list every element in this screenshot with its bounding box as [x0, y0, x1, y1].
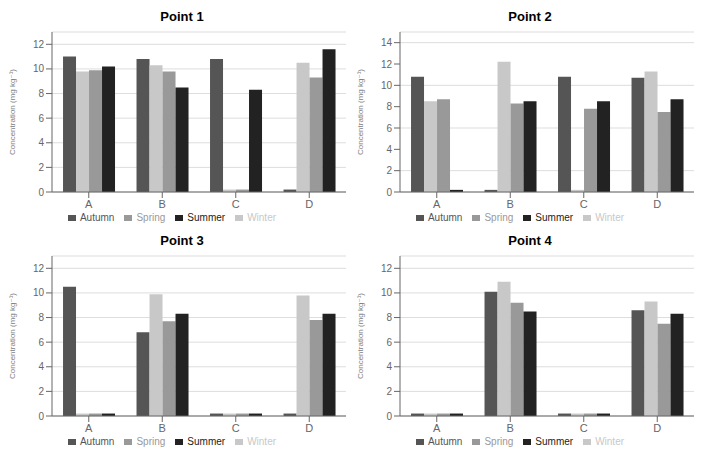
- html-text:Spring: Spring: [136, 436, 166, 447]
- svg-text:4: 4: [38, 137, 44, 148]
- svg-text:C: C: [580, 422, 588, 434]
- svg-text:A: A: [85, 422, 93, 434]
- svg-text:D: D: [653, 198, 661, 210]
- svg-text:12: 12: [33, 263, 45, 274]
- svg-text:B: B: [507, 198, 514, 210]
- html-text:Point 3: Point 3: [160, 233, 204, 248]
- html-text:Summer: Summer: [187, 436, 226, 447]
- svg-text:6: 6: [386, 337, 392, 348]
- svg-text:2: 2: [386, 386, 392, 397]
- svg-text:14: 14: [381, 37, 393, 48]
- svg-text:8: 8: [38, 88, 44, 99]
- html-text:Autumn: Autumn: [428, 436, 463, 447]
- svg-text:C: C: [580, 198, 588, 210]
- html-text:Winter: Winter: [247, 436, 276, 447]
- svg-text:Concentration (mg kg⁻¹): Concentration (mg kg⁻¹): [8, 69, 17, 155]
- html-text:Autumn: Autumn: [80, 436, 115, 447]
- svg-text:2: 2: [38, 386, 44, 397]
- svg-text:2: 2: [386, 165, 392, 176]
- svg-text:Concentration (mg kg⁻¹): Concentration (mg kg⁻¹): [8, 293, 17, 379]
- svg-text:4: 4: [38, 361, 44, 372]
- svg-text:0: 0: [38, 411, 44, 422]
- svg-text:8: 8: [386, 101, 392, 112]
- svg-text:B: B: [159, 422, 166, 434]
- svg-text:C: C: [232, 198, 240, 210]
- svg-text:6: 6: [386, 123, 392, 134]
- svg-text:0: 0: [386, 411, 392, 422]
- svg-text:8: 8: [386, 312, 392, 323]
- svg-text:Concentration (mg kg⁻¹): Concentration (mg kg⁻¹): [356, 69, 365, 155]
- svg-text:D: D: [305, 198, 313, 210]
- html-text:Spring: Spring: [484, 436, 514, 447]
- html-text:Point 4: Point 4: [508, 233, 552, 248]
- svg-text:B: B: [159, 198, 166, 210]
- svg-text:C: C: [232, 422, 240, 434]
- html-text:Winter: Winter: [595, 436, 624, 447]
- html-text:Point 1: Point 1: [160, 9, 204, 24]
- svg-text:A: A: [433, 198, 441, 210]
- html-text:Autumn: Autumn: [80, 212, 115, 223]
- svg-text:10: 10: [381, 80, 393, 91]
- svg-text:6: 6: [38, 113, 44, 124]
- svg-text:Concentration (mg kg⁻¹): Concentration (mg kg⁻¹): [356, 293, 365, 379]
- svg-text:B: B: [507, 422, 514, 434]
- svg-text:10: 10: [33, 63, 45, 74]
- svg-text:10: 10: [381, 287, 393, 298]
- svg-text:12: 12: [381, 263, 393, 274]
- svg-text:A: A: [433, 422, 441, 434]
- svg-text:D: D: [653, 422, 661, 434]
- html-text:Summer: Summer: [535, 212, 574, 223]
- html-text:Point 2: Point 2: [508, 9, 552, 24]
- html-text:Winter: Winter: [595, 212, 624, 223]
- svg-text:0: 0: [386, 187, 392, 198]
- svg-text:8: 8: [38, 312, 44, 323]
- svg-text:0: 0: [38, 187, 44, 198]
- html-text:Summer: Summer: [535, 436, 574, 447]
- html-text:Winter: Winter: [247, 212, 276, 223]
- svg-text:12: 12: [381, 59, 393, 70]
- svg-text:4: 4: [386, 144, 392, 155]
- svg-text:D: D: [305, 422, 313, 434]
- html-text:Summer: Summer: [187, 212, 226, 223]
- html-text:Autumn: Autumn: [428, 212, 463, 223]
- svg-text:2: 2: [38, 162, 44, 173]
- svg-text:12: 12: [33, 39, 45, 50]
- html-text:Spring: Spring: [136, 212, 166, 223]
- svg-text:A: A: [85, 198, 93, 210]
- svg-text:6: 6: [38, 337, 44, 348]
- html-text:Spring: Spring: [484, 212, 514, 223]
- svg-text:4: 4: [386, 361, 392, 372]
- svg-text:10: 10: [33, 287, 45, 298]
